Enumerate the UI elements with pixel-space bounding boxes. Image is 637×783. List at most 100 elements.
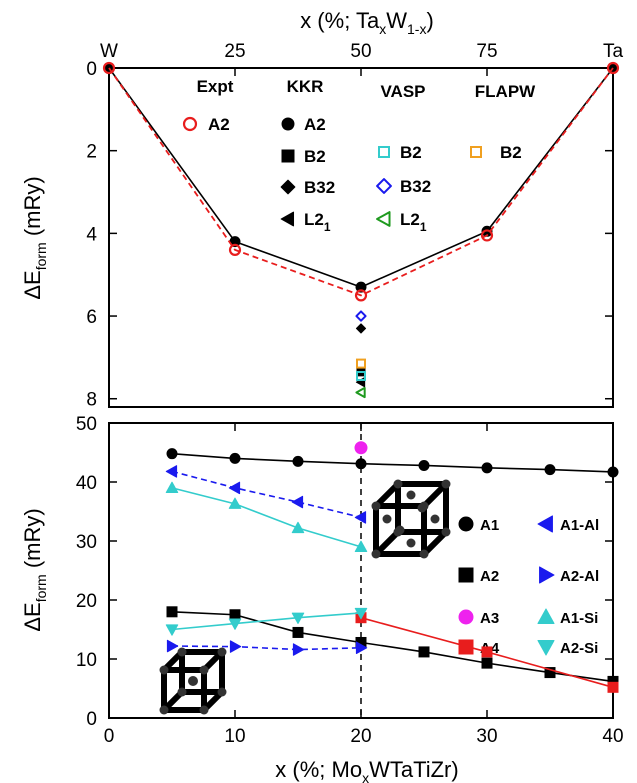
bottom-a1-si-point bbox=[291, 521, 305, 534]
top-expt-a2-point bbox=[102, 61, 116, 75]
top-kkr-a2-point bbox=[355, 281, 367, 293]
bottom-legend-marker-a1-si bbox=[537, 608, 555, 624]
bottom-a1-si-point bbox=[354, 540, 368, 552]
top-legend-marker-kkr-a2 bbox=[281, 117, 295, 131]
bottom-a1-si-point bbox=[228, 497, 242, 509]
top-y-tick-label: 6 bbox=[86, 307, 97, 328]
bottom-legend-marker-a2-si bbox=[537, 640, 555, 656]
top-legend-marker-expt-a2 bbox=[182, 116, 198, 132]
bottom-y-tick-label: 0 bbox=[86, 709, 97, 730]
bottom-a2-al-point bbox=[166, 639, 179, 653]
top-expt-a2-point bbox=[606, 61, 620, 75]
top-flapw-b2-point bbox=[356, 358, 366, 369]
bottom-a2-si-point bbox=[228, 618, 242, 630]
bottom-y-tick-label: 50 bbox=[76, 414, 97, 435]
top-x-tick-label: W bbox=[100, 41, 118, 62]
bottom-x-tick-label: 30 bbox=[476, 726, 497, 747]
top-y-tick-label: 0 bbox=[86, 59, 97, 80]
legend-a2: A2 bbox=[480, 568, 499, 585]
bottom-x-axis-title: x (%; MoxWTaTiZr) bbox=[275, 757, 458, 783]
bottom-a1-point bbox=[544, 464, 556, 476]
legend-vasp-b2: B2 bbox=[400, 143, 422, 162]
bottom-a1-al-point bbox=[165, 465, 178, 478]
bottom-a2-line bbox=[171, 611, 614, 683]
bottom-a2-point bbox=[166, 606, 178, 618]
top-x-tick-label: Ta bbox=[603, 41, 624, 62]
top-legend-marker-vasp-l21 bbox=[376, 211, 391, 227]
bottom-a2-point bbox=[481, 657, 493, 669]
bottom-a1-point bbox=[607, 466, 619, 478]
bottom-legend-marker-a1-al bbox=[537, 515, 553, 533]
bottom-y-tick-label: 40 bbox=[76, 473, 97, 494]
top-vasp-l21-point bbox=[355, 386, 366, 399]
bottom-a2-point bbox=[292, 626, 304, 638]
bottom-a4-point bbox=[607, 681, 619, 693]
svg-text:ΔEform (mRy): ΔEform (mRy) bbox=[20, 176, 49, 299]
legend-kkr-b2: B2 bbox=[304, 147, 326, 166]
bottom-a2-point bbox=[229, 609, 241, 621]
bottom-a1-point bbox=[166, 448, 178, 460]
top-expt-a2-point bbox=[480, 229, 494, 242]
bottom-a2-si-point bbox=[291, 612, 305, 624]
bottom-y-tick-label: 30 bbox=[76, 532, 97, 553]
bottom-legend-marker-a3 bbox=[458, 609, 474, 625]
top-y-axis-title: ΔEform (mRy) bbox=[20, 176, 49, 299]
fcc-lattice-illustration bbox=[371, 479, 451, 559]
legend-a1-al: A1-Al bbox=[560, 517, 599, 534]
bottom-legend-marker-a1 bbox=[458, 516, 474, 532]
legend-a2-si: A2-Si bbox=[560, 640, 598, 657]
legend-kkr-a2: A2 bbox=[304, 115, 326, 134]
legend-a3: A3 bbox=[480, 610, 499, 627]
top-expt-a2-point bbox=[228, 243, 242, 257]
top-x-tick-label: 25 bbox=[224, 41, 245, 62]
top-legend-marker-kkr-b2 bbox=[281, 149, 295, 163]
bottom-a2-si-point bbox=[354, 607, 368, 620]
top-legend-marker-flapw-b2 bbox=[470, 146, 482, 158]
legend-flapw-b2: B2 bbox=[500, 143, 522, 162]
legend-vasp-b32: B32 bbox=[400, 177, 431, 196]
legend-header-expt: Expt bbox=[197, 77, 234, 96]
bottom-a1-point bbox=[229, 452, 241, 464]
bottom-a1-point bbox=[355, 458, 367, 470]
legend-header-kkr: KKR bbox=[287, 77, 324, 96]
top-kkr-b32-point bbox=[355, 323, 367, 334]
top-x-tick-label: 50 bbox=[350, 41, 371, 62]
bottom-a2-al-point bbox=[355, 641, 368, 655]
bottom-a1-al-point bbox=[291, 495, 304, 509]
bottom-a1-point bbox=[481, 462, 493, 474]
bottom-a2-al-point bbox=[292, 643, 305, 656]
top-vasp-b2-point bbox=[356, 370, 366, 381]
legend-kkr-b32: B32 bbox=[304, 178, 335, 197]
top-legend-marker-kkr-b32 bbox=[280, 179, 296, 195]
bottom-a2-al-point bbox=[229, 640, 242, 653]
bcc-lattice-illustration bbox=[159, 647, 227, 715]
top-y-tick-label: 2 bbox=[86, 142, 97, 163]
top-y-tick-label: 4 bbox=[86, 224, 97, 245]
top-legend-marker-vasp-b2 bbox=[378, 146, 390, 158]
legend-kkr-l21: L21 bbox=[304, 210, 331, 234]
bottom-y-tick-label: 20 bbox=[76, 591, 97, 612]
bottom-a1-si-point bbox=[165, 481, 179, 493]
bottom-a1-line bbox=[171, 452, 614, 473]
top-legend-marker-vasp-b32 bbox=[376, 178, 392, 194]
bottom-a1-si-line bbox=[171, 487, 362, 548]
bottom-x-tick-label: 20 bbox=[350, 726, 371, 747]
top-expt-a2-point bbox=[354, 289, 368, 302]
bottom-a2-point bbox=[418, 646, 430, 658]
bottom-a1-al-point bbox=[228, 481, 241, 495]
legend-a1-si: A1-Si bbox=[560, 610, 598, 627]
bottom-legend-marker-a4 bbox=[458, 639, 474, 655]
svg-text:ΔEform (mRy): ΔEform (mRy) bbox=[20, 508, 49, 631]
bottom-a1-al-line bbox=[171, 470, 362, 519]
legend-header-flapw: FLAPW bbox=[475, 82, 536, 101]
bottom-legend-marker-a2 bbox=[458, 567, 474, 583]
top-vasp-b32-point bbox=[355, 310, 367, 322]
bottom-a1-point bbox=[292, 455, 304, 467]
bottom-a2-si-line bbox=[171, 612, 362, 631]
bottom-a2-point bbox=[544, 667, 556, 679]
top-legend-marker-kkr-l21 bbox=[280, 211, 295, 227]
bottom-y-axis-title: ΔEform (mRy) bbox=[20, 508, 49, 631]
bottom-a1-point bbox=[418, 459, 430, 471]
bottom-x-tick-label: 0 bbox=[104, 726, 115, 747]
top-expt-a2-line bbox=[108, 67, 614, 297]
